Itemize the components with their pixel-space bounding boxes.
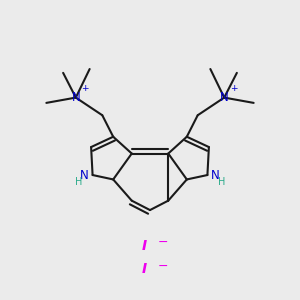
Text: +: + [230,84,237,93]
Text: N: N [211,169,220,182]
Text: +: + [82,84,89,93]
Text: H: H [75,177,82,188]
Text: H: H [218,177,225,188]
Text: −: − [158,260,169,273]
Text: N: N [80,169,89,182]
Text: −: − [158,236,169,249]
Text: I: I [142,262,147,276]
Text: I: I [142,239,147,253]
Text: N: N [220,91,229,104]
Text: N: N [71,91,80,104]
